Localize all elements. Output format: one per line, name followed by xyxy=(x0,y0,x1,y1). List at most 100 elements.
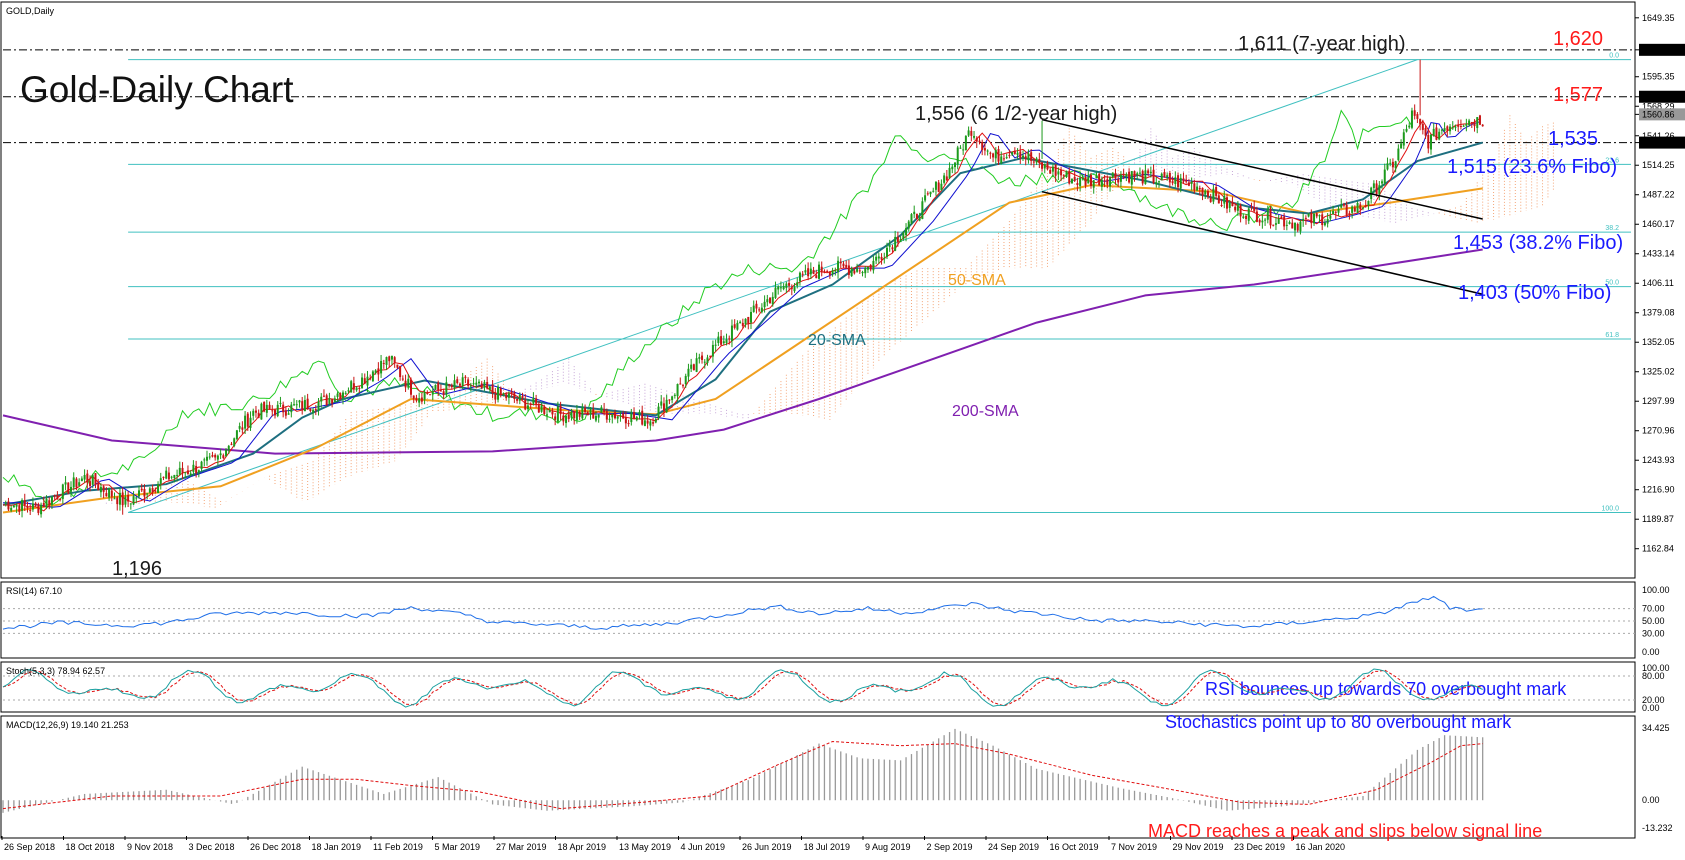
macd-note: MACD reaches a peak and slips below sign… xyxy=(1148,821,1542,841)
tenkan-sen-line xyxy=(2,118,1481,512)
fib-label-100.0: 100.0 xyxy=(1601,506,1619,513)
date-tick-12: 26 Jun 2019 xyxy=(742,842,792,852)
date-tick-16: 24 Sep 2019 xyxy=(988,842,1039,852)
pane-frames xyxy=(0,1,1636,839)
date-tick-19: 29 Nov 2019 xyxy=(1173,842,1224,852)
ichimoku-cloud xyxy=(105,115,1554,509)
stoch-pane xyxy=(0,661,1636,713)
macd-signal-line xyxy=(2,740,1483,810)
rsi-tick-70.00: 70.00 xyxy=(1642,604,1665,614)
rsi-note: RSI bounces up towards 70 overbought mar… xyxy=(1205,679,1567,699)
channel-upper-line xyxy=(1041,118,1483,220)
date-tick-1: 18 Oct 2018 xyxy=(66,842,115,852)
price-tick-1568.29: 1568.29 xyxy=(1642,101,1675,111)
annotation-1453-fibo: 1,453 (38.2% Fibo) xyxy=(1453,232,1623,254)
date-tick-2: 9 Nov 2018 xyxy=(127,842,173,852)
price-tick-1577.00: 1577.00 xyxy=(1642,92,1675,102)
price-tick-1460.17: 1460.17 xyxy=(1642,219,1675,229)
annotation-1515-fibo: 1,515 (23.6% Fibo) xyxy=(1447,156,1617,178)
fib-label-23.6: 23.6 xyxy=(1605,157,1619,164)
date-tick-11: 4 Jun 2019 xyxy=(681,842,726,852)
stoch-tick-80.00: 80.00 xyxy=(1642,671,1665,681)
price-tick-1216.90: 1216.90 xyxy=(1642,485,1675,495)
rsi-title: RSI(14) 67.10 xyxy=(6,586,62,596)
price-tick-1243.93: 1243.93 xyxy=(1642,455,1675,465)
annotation-1535: 1,535 xyxy=(1548,128,1598,150)
sma-50-line xyxy=(2,184,1483,514)
date-tick-4: 26 Dec 2018 xyxy=(250,842,301,852)
price-tick-1535.00: 1535.00 xyxy=(1642,138,1675,148)
annotation-1196-low: 1,196 xyxy=(112,558,162,580)
price-tick-1595.35: 1595.35 xyxy=(1642,72,1675,82)
price-tick-1270.96: 1270.96 xyxy=(1642,426,1675,436)
rsi-tick-0.00: 0.00 xyxy=(1642,647,1660,657)
date-tick-5: 18 Jan 2019 xyxy=(312,842,362,852)
sma-20-line xyxy=(2,141,1483,506)
date-tick-17: 16 Oct 2019 xyxy=(1050,842,1099,852)
date-tick-9: 18 Apr 2019 xyxy=(558,842,607,852)
date-tick-15: 2 Sep 2019 xyxy=(927,842,973,852)
kijun-sen-line xyxy=(3,121,1481,508)
stoch-title: Stoch(5,3,3) 78.94 62.57 xyxy=(6,666,105,676)
macd-pane xyxy=(0,715,1636,839)
price-tick-1162.84: 1162.84 xyxy=(1642,544,1674,554)
date-tick-10: 13 May 2019 xyxy=(619,842,671,852)
stoch-k-line xyxy=(2,668,1483,708)
date-tick-20: 23 Dec 2019 xyxy=(1234,842,1285,852)
price-axis: 1649.35 1620.00 1595.35 1577.001568.291560.… xyxy=(1635,13,1685,554)
fib-label-50.0: 50.0 xyxy=(1605,280,1619,287)
macd-pane-content: MACD(12,26,9) 19.140 21.253 34.425 0.00 -13… xyxy=(2,720,1673,841)
macd-tick-0.00: 0.00 xyxy=(1642,795,1660,805)
price-tick-1406.11: 1406.11 xyxy=(1642,278,1674,288)
date-axis: 26 Sep 2018 18 Oct 2018 9 Nov 2018 3 Dec 20… xyxy=(1,836,1346,852)
rsi-pane-content: RSI(14) 67.10 100.00 70.00 50.00 30.00 0.00 RS… xyxy=(2,585,1670,699)
price-tick-1620.00: 1620.00 xyxy=(1642,45,1675,55)
price-tick-1297.99: 1297.99 xyxy=(1642,396,1675,406)
stoch-note: Stochastics point up to 80 overbought ma… xyxy=(1165,712,1512,732)
main-pane xyxy=(0,1,1636,579)
macd-tick--13.232: -13.232 xyxy=(1642,823,1673,833)
annotation-1620: 1,620 xyxy=(1553,28,1603,50)
fib-label-61.8: 61.8 xyxy=(1605,332,1619,339)
sma-200-line xyxy=(2,248,1483,455)
date-tick-3: 3 Dec 2018 xyxy=(189,842,235,852)
date-tick-8: 27 Mar 2019 xyxy=(496,842,547,852)
fibonacci-levels: 0.0 23.6 38.2 50.0 61.8 100.0 xyxy=(127,53,1631,514)
fib-label-38.2: 38.2 xyxy=(1605,225,1619,232)
annotation-200-sma: 200-SMA xyxy=(952,403,1019,420)
channel-lower-line xyxy=(1041,190,1483,296)
stoch-tick-20.00: 20.00 xyxy=(1642,695,1665,705)
price-tick-1514.25: 1514.25 xyxy=(1642,160,1675,170)
date-tick-6: 11 Feb 2019 xyxy=(373,842,423,852)
price-tick-1649.35: 1649.35 xyxy=(1642,13,1675,23)
stoch-tick-0.00: 0.00 xyxy=(1642,703,1660,713)
price-tick-1487.22: 1487.22 xyxy=(1642,190,1675,200)
annotation-1577: 1,577 xyxy=(1553,84,1603,106)
candles xyxy=(4,59,1484,518)
rsi-tick-100.00: 100.00 xyxy=(1642,585,1670,595)
window-title: GOLD,Daily xyxy=(6,6,55,16)
stoch-d-line xyxy=(2,669,1483,707)
stoch-tick-100.00: 100.00 xyxy=(1642,663,1670,673)
chart-title: Gold-Daily Chart xyxy=(20,69,294,110)
price-tick-1352.05: 1352.05 xyxy=(1642,337,1675,347)
rsi-tick-30.00: 30.00 xyxy=(1642,628,1665,638)
chikou-span xyxy=(2,109,1413,506)
rsi-tick-50.00: 50.00 xyxy=(1642,616,1665,626)
date-tick-13: 18 Jul 2019 xyxy=(804,842,851,852)
horizontal-levels xyxy=(3,49,1635,144)
rsi-pane xyxy=(0,581,1636,659)
macd-title: MACD(12,26,9) 19.140 21.253 xyxy=(6,720,129,730)
annotation-1403-fibo: 1,403 (50% Fibo) xyxy=(1458,282,1611,304)
annotation-6-half-year-high: 1,556 (6 1/2-year high) xyxy=(915,103,1117,125)
annotation-7-year-high: 1,611 (7-year high) xyxy=(1238,33,1406,55)
price-tick-1541.26: 1541.26 xyxy=(1642,131,1675,141)
annotation-20-sma: 20-SMA xyxy=(808,332,866,349)
price-tick-1560.86: 1560.86 xyxy=(1642,109,1675,119)
fib-trendline xyxy=(127,59,1418,513)
date-tick-0: 26 Sep 2018 xyxy=(4,842,55,852)
date-tick-21: 16 Jan 2020 xyxy=(1296,842,1346,852)
